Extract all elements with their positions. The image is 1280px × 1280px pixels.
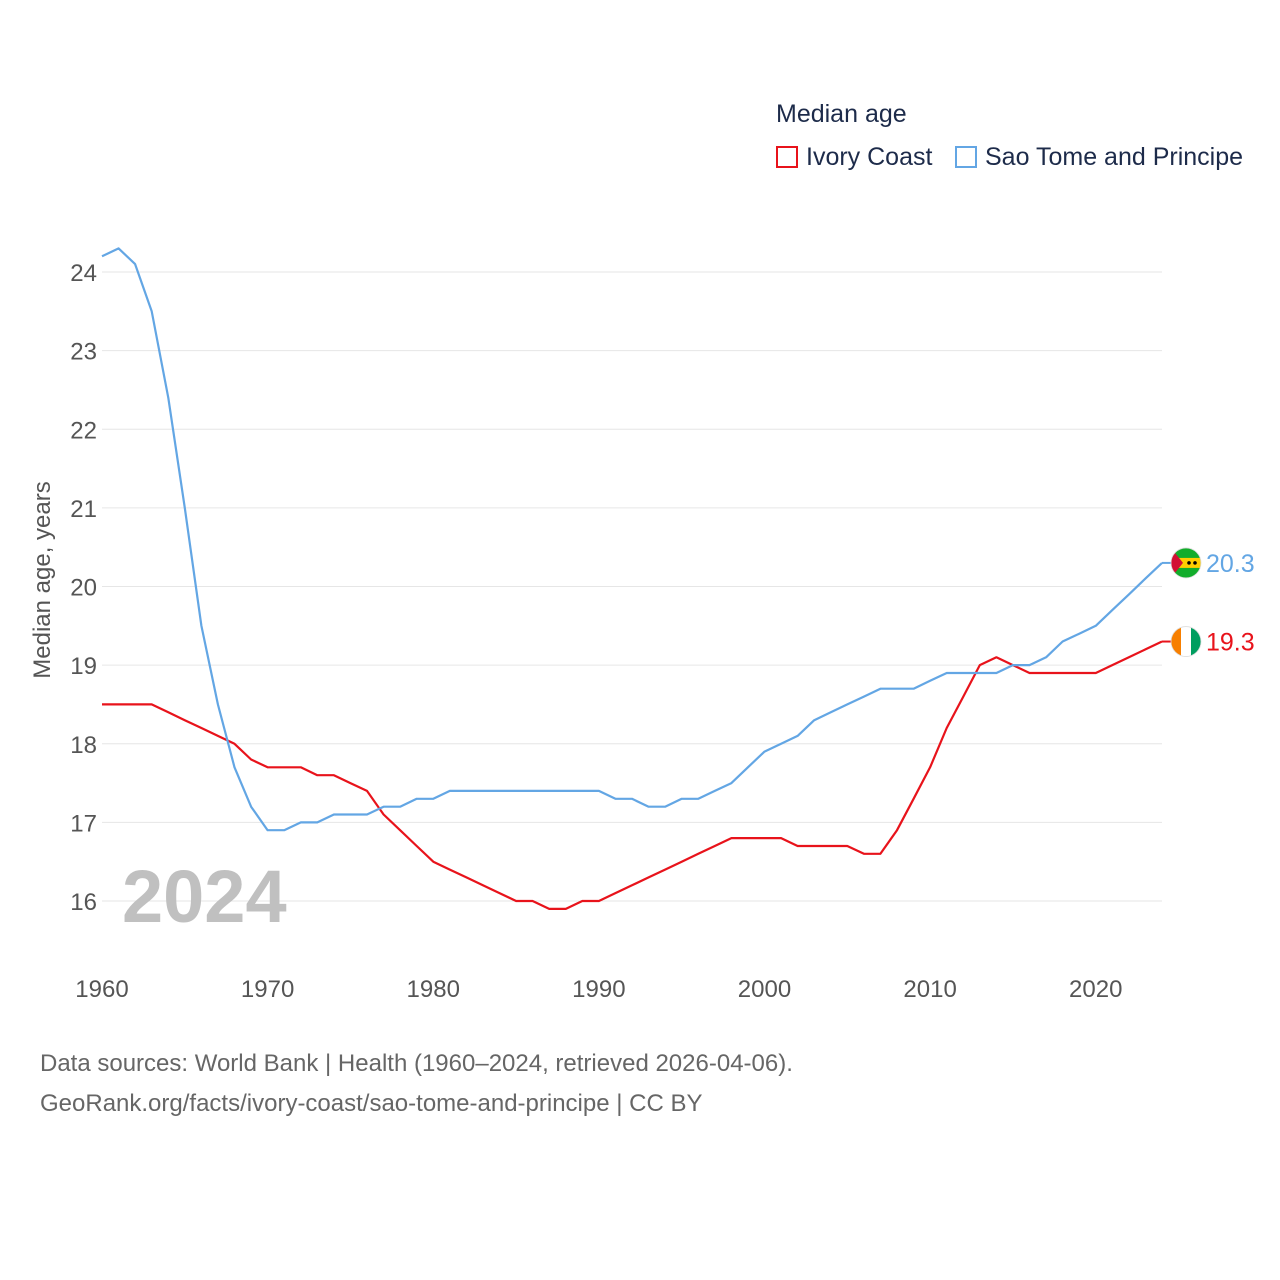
- legend-item-sao-tome[interactable]: Sao Tome and Principe: [955, 142, 1243, 172]
- gridlines: [102, 271, 1162, 902]
- y-tick-label: 21: [70, 496, 97, 523]
- y-tick-label: 20: [70, 575, 97, 602]
- y-axis-ticks: 16 17 18 19 20 21 22 23 24: [70, 260, 97, 916]
- series-line-ivory-coast[interactable]: [102, 640, 1163, 911]
- y-tick-label: 17: [70, 810, 97, 837]
- x-tick-label: 1980: [407, 976, 460, 1003]
- sources-link[interactable]: GeoRank.org/facts/ivory-coast/sao-tome-a…: [40, 1090, 703, 1117]
- legend-label-sao-tome: Sao Tome and Principe: [985, 142, 1244, 171]
- x-tick-label: 1970: [241, 976, 294, 1003]
- sources-line-1: Data sources: World Bank | Health (1960–…: [40, 1050, 793, 1077]
- legend-label-ivory-coast: Ivory Coast: [806, 142, 933, 171]
- x-tick-label: 1990: [572, 976, 625, 1003]
- x-tick-label: 2000: [738, 976, 791, 1003]
- x-tick-label: 1960: [75, 976, 128, 1003]
- y-tick-label: 16: [70, 889, 97, 916]
- legend-swatch-ivory-coast: [776, 146, 798, 168]
- sao-tome-flag-icon: [1170, 547, 1202, 579]
- series-end-markers: 19.3 20.3: [1162, 547, 1255, 657]
- series-line-sao-tome[interactable]: [101, 247, 1163, 832]
- y-tick-label: 22: [70, 417, 97, 444]
- y-tick-label: 18: [70, 732, 97, 759]
- y-axis-label: Median age, years: [29, 481, 56, 678]
- y-tick-label: 24: [70, 260, 97, 287]
- x-tick-label: 2020: [1069, 976, 1122, 1003]
- series-lines: [101, 247, 1163, 911]
- legend-item-ivory-coast[interactable]: Ivory Coast: [776, 142, 932, 172]
- end-value-label: 19.3: [1206, 629, 1255, 657]
- end-value-label: 20.3: [1206, 550, 1255, 578]
- ivory-coast-flag-icon: [1170, 626, 1202, 657]
- y-tick-label: 23: [70, 339, 97, 366]
- x-tick-label: 2010: [903, 976, 956, 1003]
- data-sources: Data sources: World Bank | Health (1960–…: [40, 1044, 793, 1124]
- y-tick-label: 19: [70, 653, 97, 680]
- legend-title: Median age: [776, 100, 907, 128]
- x-axis-ticks: 1960 1970 1980 1990 2000 2010 2020: [75, 976, 1122, 1003]
- year-watermark: 2024: [122, 855, 287, 938]
- legend-swatch-sao-tome: [955, 146, 977, 168]
